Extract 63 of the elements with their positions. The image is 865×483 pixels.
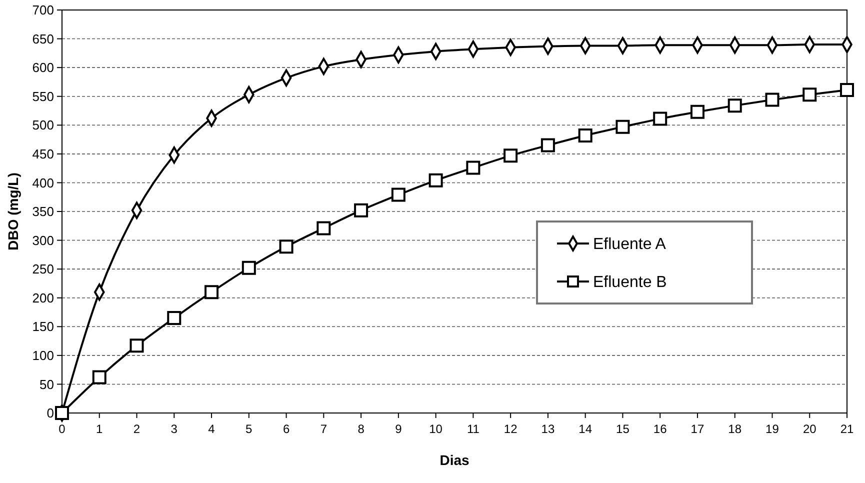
y-tick-label: 450 [32,146,54,162]
x-tick-label: 20 [802,422,817,436]
x-tick-label: 21 [840,422,854,436]
y-tick-label: 200 [32,290,54,306]
x-tick-label: 8 [358,422,365,436]
point [578,128,592,143]
x-tick-label: 9 [395,422,402,436]
point [840,83,854,98]
point [728,98,742,113]
x-tick-label: 4 [208,422,216,436]
x-tick-label: 17 [690,422,704,436]
point [167,311,182,326]
point [765,92,780,107]
x-tick-label: 11 [466,422,480,436]
y-tick-label: 400 [32,175,54,190]
x-tick-label: 19 [766,422,780,436]
x-tick-label: 6 [282,422,290,436]
point [130,338,144,353]
x-tick-label: 14 [578,422,592,436]
y-tick-label: 300 [32,232,54,248]
x-tick-label: 2 [133,422,140,436]
point [504,148,518,163]
y-tick-label: 650 [32,31,54,46]
point [466,160,480,175]
y-tick-label: 150 [32,319,54,334]
y-tick-label: 700 [32,2,54,18]
point [242,260,256,275]
point [354,203,368,218]
point [653,112,668,126]
point [316,221,331,236]
point [204,285,219,300]
x-tick-label: 16 [653,422,668,436]
x-tick-label: 12 [504,422,518,436]
y-tick-label: 100 [32,348,54,363]
x-axis-title: Dias [440,452,470,468]
point [802,88,817,102]
point [279,240,294,254]
y-tick-label: 550 [32,88,54,104]
x-tick-label: 3 [170,422,178,436]
y-axis-title: DBO (mg/L) [5,172,21,250]
y-tick-label: 250 [32,262,54,277]
y-tick-label: 0 [46,406,54,421]
point [616,120,630,134]
y-tick-label: 350 [32,204,54,220]
point [428,173,443,188]
legend-label: Efluente B [593,274,667,292]
point [391,188,406,202]
point [690,104,704,119]
x-tick-label: 1 [96,422,104,436]
legend-label: Efluente A [593,236,666,254]
x-tick-label: 18 [728,422,742,436]
y-tick-label: 600 [32,60,54,76]
x-tick-label: 7 [320,422,328,436]
point [55,406,69,420]
point [92,370,106,384]
x-tick-label: 15 [616,422,630,436]
y-tick-label: 50 [40,376,54,392]
x-tick-label: 10 [429,422,443,436]
x-tick-label: 5 [246,422,253,436]
point [540,138,555,152]
y-tick-label: 500 [32,118,54,133]
x-tick-label: 13 [541,422,555,436]
x-tick-label: 0 [58,422,66,436]
